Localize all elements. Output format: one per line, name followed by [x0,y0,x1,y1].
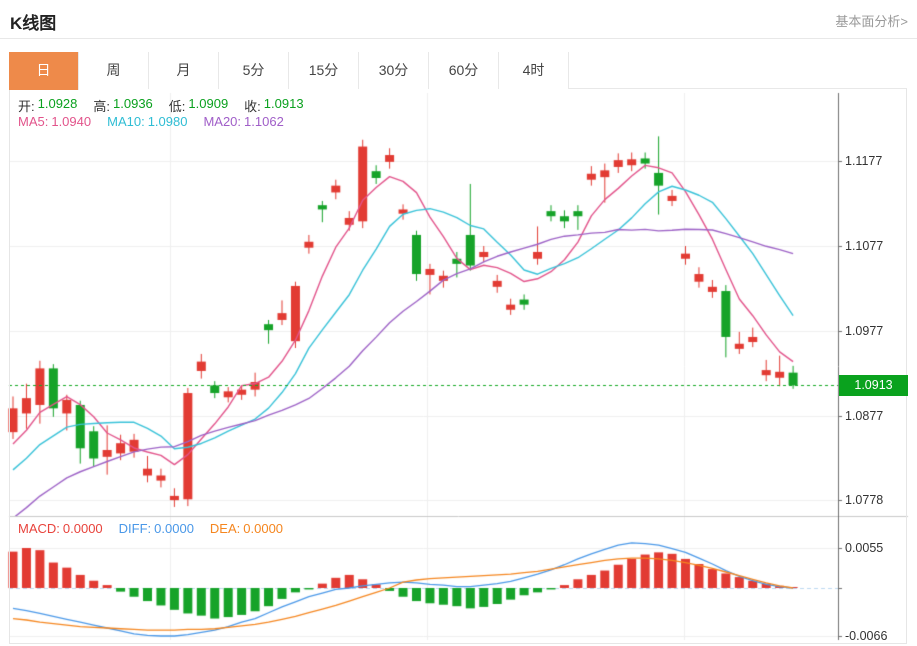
page-title: K线图 [10,14,57,33]
dea-readout: DEA: 0.0000 [209,521,284,536]
ma20-readout: MA20: 1.1062 [203,114,284,129]
tab-week[interactable]: 周 [79,52,149,89]
tab-month[interactable]: 月 [149,52,219,89]
ohlc-legend: 开: 1.0928 高: 1.0936 低: 1.0909 收: 1.0913 [18,96,304,115]
open-readout: 开: 1.0928 [18,96,78,114]
high-readout: 高: 1.0936 [93,96,153,114]
macd-legend: MACD: 0.0000 DIFF: 0.0000 DEA: 0.0000 [18,521,283,536]
macd-readout: MACD: 0.0000 [18,521,103,536]
low-readout: 低: 1.0909 [168,96,229,114]
interval-tabbar: 日 周 月 5分 15分 30分 60分 4时 [9,52,907,90]
fundamental-analysis-link[interactable]: 基本面分析> [835,14,908,29]
ma10-readout: MA10: 1.0980 [107,114,188,129]
tab-30min[interactable]: 30分 [359,52,429,89]
close-readout: 收: 1.0913 [244,96,304,114]
diff-readout: DIFF: 0.0000 [118,521,194,536]
current-price-tag: 1.0913 [839,375,908,396]
module-header: K线图 基本面分析> [0,0,917,39]
tab-day[interactable]: 日 [9,52,79,90]
tab-15min[interactable]: 15分 [289,52,359,89]
tab-60min[interactable]: 60分 [429,52,499,89]
ma5-readout: MA5: 1.0940 [18,114,92,129]
ma-legend: MA5: 1.0940 MA10: 1.0980 MA20: 1.1062 [18,114,284,129]
tab-4hour[interactable]: 4时 [499,52,569,89]
tab-5min[interactable]: 5分 [219,52,289,89]
